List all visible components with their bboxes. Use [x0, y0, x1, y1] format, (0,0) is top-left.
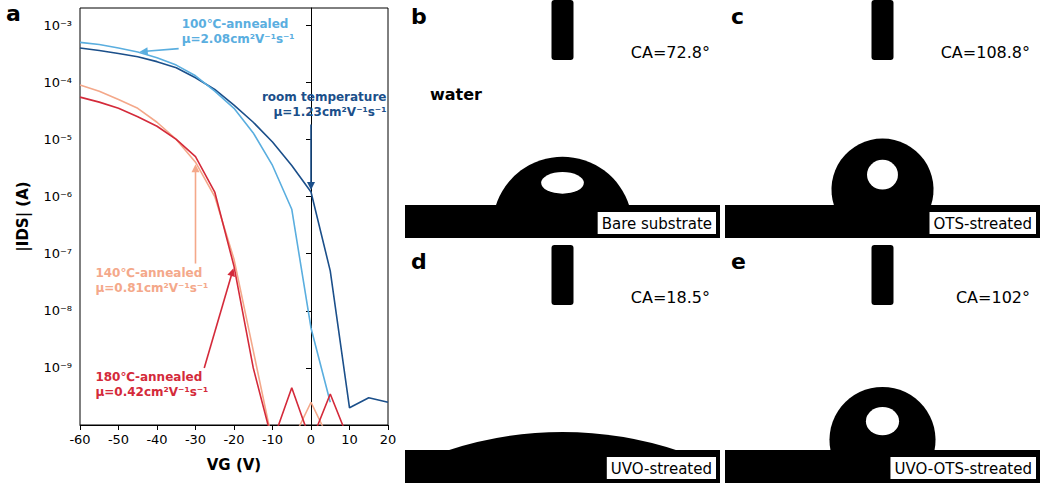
- svg-text:-20: -20: [223, 432, 244, 447]
- svg-text:e: e: [731, 249, 746, 274]
- svg-text:Bare substrate: Bare substrate: [602, 215, 712, 233]
- svg-text:μ=2.08cm²V⁻¹s⁻¹: μ=2.08cm²V⁻¹s⁻¹: [182, 32, 295, 46]
- svg-text:μ=1.23cm²V⁻¹s⁻¹: μ=1.23cm²V⁻¹s⁻¹: [273, 105, 386, 119]
- svg-text:10⁻⁶: 10⁻⁶: [43, 189, 72, 204]
- svg-text:-30: -30: [185, 432, 206, 447]
- svg-text:UVO-OTS-streated: UVO-OTS-streated: [894, 460, 1032, 478]
- svg-text:10: 10: [341, 432, 358, 447]
- svg-text:0: 0: [307, 432, 315, 447]
- svg-text:|IDS| (A): |IDS| (A): [14, 181, 33, 251]
- svg-text:10⁻⁹: 10⁻⁹: [43, 360, 72, 375]
- svg-text:140℃-annealed: 140℃-annealed: [95, 266, 202, 280]
- svg-text:a: a: [6, 1, 21, 26]
- svg-text:UVO-streated: UVO-streated: [611, 460, 712, 478]
- svg-text:10⁻³: 10⁻³: [43, 18, 72, 33]
- svg-text:μ=0.81cm²V⁻¹s⁻¹: μ=0.81cm²V⁻¹s⁻¹: [95, 281, 208, 295]
- svg-text:10⁻⁵: 10⁻⁵: [43, 132, 72, 147]
- svg-text:d: d: [411, 249, 427, 274]
- svg-text:-40: -40: [146, 432, 167, 447]
- svg-text:20: 20: [380, 432, 397, 447]
- svg-text:CA=108.8°: CA=108.8°: [941, 43, 1030, 62]
- svg-text:-60: -60: [69, 432, 90, 447]
- svg-text:CA=72.8°: CA=72.8°: [631, 43, 710, 62]
- svg-text:VG (V): VG (V): [207, 456, 261, 474]
- svg-text:-10: -10: [262, 432, 283, 447]
- svg-text:100℃-annealed: 100℃-annealed: [182, 17, 289, 31]
- svg-text:CA=18.5°: CA=18.5°: [631, 288, 710, 307]
- svg-text:OTS-streated: OTS-streated: [934, 215, 1033, 233]
- svg-text:CA=102°: CA=102°: [956, 288, 1030, 307]
- svg-text:10⁻⁷: 10⁻⁷: [43, 246, 72, 261]
- svg-text:room temperature: room temperature: [262, 90, 387, 104]
- svg-text:10⁻⁴: 10⁻⁴: [43, 75, 72, 90]
- svg-text:b: b: [411, 4, 427, 29]
- svg-text:-50: -50: [108, 432, 129, 447]
- svg-text:μ=0.42cm²V⁻¹s⁻¹: μ=0.42cm²V⁻¹s⁻¹: [95, 385, 208, 399]
- svg-text:180℃-annealed: 180℃-annealed: [95, 370, 202, 384]
- svg-text:10⁻⁸: 10⁻⁸: [43, 303, 72, 318]
- svg-text:water: water: [430, 85, 482, 104]
- svg-text:c: c: [731, 4, 744, 29]
